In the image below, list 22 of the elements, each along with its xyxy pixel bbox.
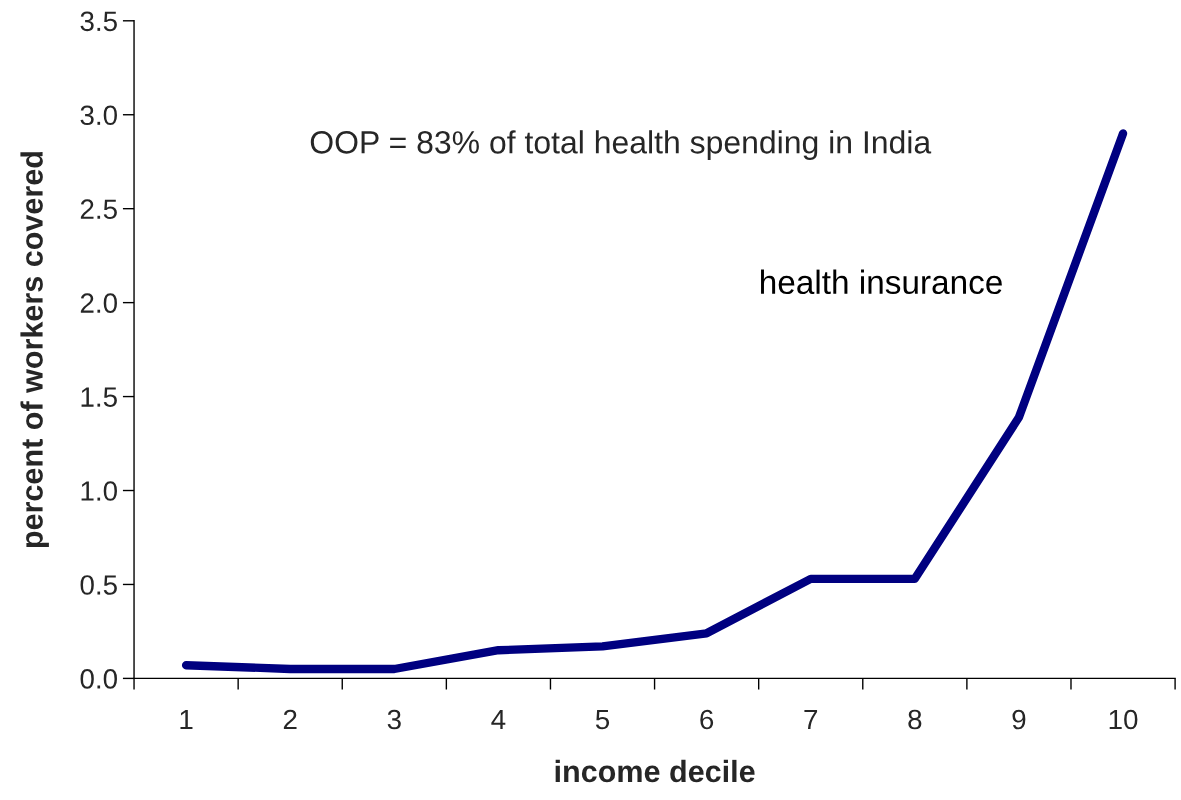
y-tick-label: 2.0 xyxy=(80,293,117,313)
x-tick-label: 5 xyxy=(595,709,610,730)
x-tick-label: 8 xyxy=(908,709,922,730)
y-tick-label: 3.0 xyxy=(80,105,117,126)
x-tick-label: 9 xyxy=(1012,709,1026,730)
x-tick-label: 10 xyxy=(1109,709,1138,730)
x-tick-label: 7 xyxy=(804,709,818,730)
x-tick-label: 2 xyxy=(283,709,297,730)
x-tick-label: 4 xyxy=(491,709,506,730)
annotation: OOP = 83% of total health spending in India xyxy=(310,130,932,160)
series-label: health insurance xyxy=(761,269,1002,295)
y-tick-label: 2.5 xyxy=(80,199,117,220)
y-tick-label: 0.5 xyxy=(80,575,117,595)
x-tick-label: 3 xyxy=(387,709,401,730)
x-axis-title: income decile xyxy=(555,759,755,783)
x-tick-label: 6 xyxy=(700,709,714,730)
y-tick-label: 0.0 xyxy=(80,669,117,689)
y-tick-label: 1.5 xyxy=(81,387,117,407)
y-axis-title: percent of workers covered xyxy=(20,152,49,548)
x-tick-label: 1 xyxy=(180,709,193,730)
y-tick-label: 1.0 xyxy=(81,481,117,501)
y-tick-label: 3.5 xyxy=(80,11,117,32)
